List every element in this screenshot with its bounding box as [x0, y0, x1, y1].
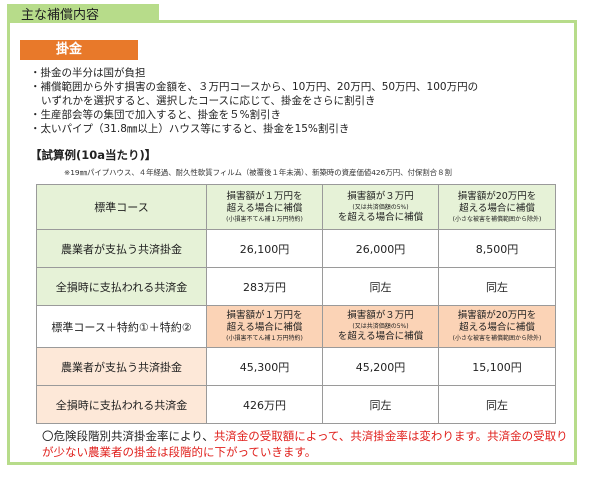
course-label-riders: 標準コース＋特約①＋特約②	[36, 305, 207, 348]
table-cell: 426万円	[206, 385, 323, 424]
table-cell: 45,200円	[322, 347, 439, 386]
coverage-header-20man: 損害額が20万円を 超える場合に補償 (小さな被害を補償範囲から除外)	[438, 305, 556, 348]
table-cell: 15,100円	[438, 347, 556, 386]
table-cell: 45,300円	[206, 347, 323, 386]
premium-example-table: 標準コース 損害額が１万円を 超える場合に補償 (小損害不てん補１万円特約) 損…	[36, 184, 556, 424]
coverage-header-3man: 損害額が３万円 (又は共済価額の5%) を超える場合に補償	[322, 305, 439, 348]
course-label-standard: 標準コース	[36, 184, 207, 230]
table-row: 農業者が支払う共済掛金 26,100円 26,000円 8,500円	[36, 229, 556, 268]
table-header-row: 標準コース 損害額が１万円を 超える場合に補償 (小損害不てん補１万円特約) 損…	[36, 184, 556, 230]
coverage-header-1man: 損害額が１万円を 超える場合に補償 (小損害不てん補１万円特約)	[206, 184, 323, 230]
bullet-item-continued: いずれかを選択すると、選択したコースに応じて、掛金をさらに割引き	[41, 95, 376, 107]
table-cell: 同左	[438, 385, 556, 424]
risk-rate-note-lead: 〇危険段階別共済掛金率により、	[42, 429, 214, 443]
row-label-payout: 全損時に支払われる共済金	[36, 385, 207, 424]
table-cell: 同左	[322, 385, 439, 424]
example-note: ※19㎜パイプハウス、４年経過、耐久性軟質フィルム（被覆後１年未満）、新築時の資…	[64, 168, 452, 177]
table-cell: 283万円	[206, 267, 323, 306]
example-title: 【試算例(10a当たり)】	[30, 148, 157, 162]
premium-bullet-list: ・掛金の半分は国が負担 ・補償範囲から外す損害の金額を、３万円コースから、10万…	[30, 66, 570, 136]
bullet-item: ・生産部会等の集団で加入すると、掛金を５%割引き	[30, 109, 282, 121]
premium-badge: 掛金	[20, 40, 138, 60]
table-cell: 26,100円	[206, 229, 323, 268]
bullet-item: ・補償範囲から外す損害の金額を、３万円コースから、10万円、20万円、50万円、…	[30, 81, 479, 93]
coverage-header-3man: 損害額が３万円 (又は共済価額の5%) を超える場合に補償	[322, 184, 439, 230]
table-row: 農業者が支払う共済掛金 45,300円 45,200円 15,100円	[36, 347, 556, 386]
table-cell: 26,000円	[322, 229, 439, 268]
row-label-payout: 全損時に支払われる共済金	[36, 267, 207, 306]
coverage-header-20man: 損害額が20万円を 超える場合に補償 (小さな被害を補償範囲から除外)	[438, 184, 556, 230]
table-row: 全損時に支払われる共済金 426万円 同左 同左	[36, 385, 556, 424]
row-label-premium: 農業者が支払う共済掛金	[36, 347, 207, 386]
table-cell: 同左	[322, 267, 439, 306]
table-header-row: 標準コース＋特約①＋特約② 損害額が１万円を 超える場合に補償 (小損害不てん補…	[36, 305, 556, 348]
table-cell: 8,500円	[438, 229, 556, 268]
bullet-item: ・太いパイプ（31.8㎜以上）ハウス等にすると、掛金を15%割引き	[30, 123, 350, 135]
bullet-item: ・掛金の半分は国が負担	[30, 67, 146, 79]
risk-rate-note-highlight: 共済金の受取額によって、共済掛金率は変わります。共済金の受取りが少ない農業者の掛…	[42, 429, 568, 459]
coverage-header-1man: 損害額が１万円を 超える場合に補償 (小損害不てん補１万円特約)	[206, 305, 323, 348]
risk-rate-note: 〇危険段階別共済掛金率により、共済金の受取額によって、共済掛金率は変わります。共…	[42, 428, 572, 460]
table-cell: 同左	[438, 267, 556, 306]
table-row: 全損時に支払われる共済金 283万円 同左 同左	[36, 267, 556, 306]
row-label-premium: 農業者が支払う共済掛金	[36, 229, 207, 268]
